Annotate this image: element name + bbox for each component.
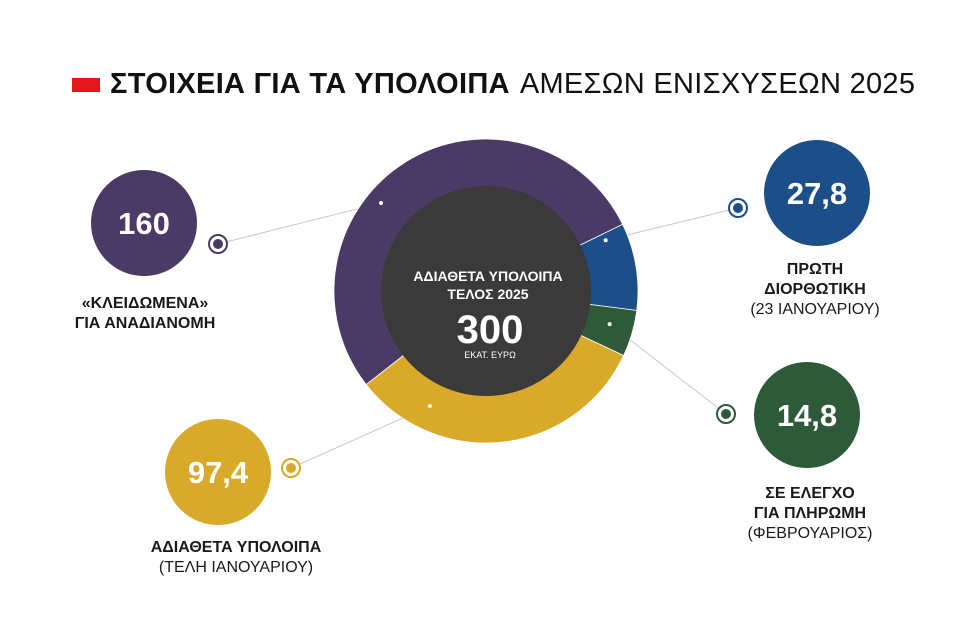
label-under-review-line1: ΣΕ ΕΛΕΓΧΟ <box>765 485 855 502</box>
chart-title-bold: ΣΤΟΙΧΕΙΑ ΓΙΑ ΤΑ ΥΠΟΛΟΙΠΑ <box>110 68 510 100</box>
value-bubble-locked <box>91 170 197 276</box>
chart-title: ΣΤΟΙΧΕΙΑ ΓΙΑ ΤΑ ΥΠΟΛΟΙΠΑ ΑΜΕΣΩΝ ΕΝΙΣΧΥΣΕ… <box>72 68 915 101</box>
label-locked: «ΚΛΕΙΔΩΜΕΝΑ» ΓΙΑ ΑΝΑΔΙΑΝΟΜΗ <box>40 294 250 334</box>
label-unallocated-line1: ΑΔΙΑΘΕΤΑ ΥΠΟΛΟΙΠΑ <box>150 539 322 556</box>
label-under-review-note: (ΦΕΒΡΟΥΑΡΙΟΣ) <box>747 525 873 542</box>
label-locked-line2: ΓΙΑ ΑΝΑΔΙΑΝΟΜΗ <box>74 315 216 332</box>
slice-dot-under-review <box>607 322 612 327</box>
chart-title-light: ΑΜΕΣΩΝ ΕΝΙΣΧΥΣΕΩΝ 2025 <box>519 68 916 100</box>
title-accent-square <box>72 77 100 92</box>
label-first-correction-note: (23 ΙΑΝΟΥΑΡΙΟΥ) <box>750 301 880 318</box>
slice-dot-unallocated <box>427 404 432 409</box>
value-label-locked: 160 <box>118 206 170 241</box>
leader-line-locked <box>217 202 382 245</box>
label-unallocated: ΑΔΙΑΘΕΤΑ ΥΠΟΛΟΙΠΑ (ΤΕΛΗ ΙΑΝΟΥΑΡΙΟΥ) <box>96 538 376 578</box>
center-total-unit: ΕΚΑΤ. ΕΥΡΩ <box>464 350 516 360</box>
label-under-review-line2: ΓΙΑ ΠΛΗΡΩΜΗ <box>753 505 867 522</box>
value-label-unallocated: 97,4 <box>188 455 249 490</box>
label-first-correction: ΠΡΩΤΗ ΔΙΟΡΘΩΤΙΚΗ (23 ΙΑΝΟΥΑΡΙΟΥ) <box>720 260 910 320</box>
label-unallocated-note: (ΤΕΛΗ ΙΑΝΟΥΑΡΙΟΥ) <box>158 559 314 576</box>
slice-dot-locked <box>379 200 384 205</box>
label-locked-line1: «ΚΛΕΙΔΩΜΕΝΑ» <box>81 295 209 312</box>
label-first-correction-line2: ΔΙΟΡΘΩΤΙΚΗ <box>764 281 866 298</box>
value-bubble-unallocated <box>165 419 271 525</box>
donut-center <box>381 186 591 396</box>
center-total-value: 300 <box>457 308 524 352</box>
value-bubble-first-correction <box>764 140 870 246</box>
value-label-under-review: 14,8 <box>777 398 837 433</box>
marker-dot-locked <box>213 239 223 249</box>
value-bubble-under-review <box>754 362 860 468</box>
marker-dot-unallocated <box>286 463 296 473</box>
leader-line-first-correction <box>605 207 739 241</box>
marker-dot-under-review <box>721 409 731 419</box>
slice-dot-first-correction <box>603 238 608 243</box>
label-first-correction-line1: ΠΡΩΤΗ <box>786 261 844 278</box>
label-under-review: ΣΕ ΕΛΕΓΧΟ ΓΙΑ ΠΛΗΡΩΜΗ (ΦΕΒΡΟΥΑΡΙΟΣ) <box>710 484 910 544</box>
marker-dot-first-correction <box>733 203 743 213</box>
value-label-first-correction: 27,8 <box>787 176 847 211</box>
center-label-line2: ΤΕΛΟΣ 2025 <box>447 286 528 302</box>
center-label-line1: ΑΔΙΑΘΕΤΑ ΥΠΟΛΟΙΠΑ <box>413 268 562 284</box>
